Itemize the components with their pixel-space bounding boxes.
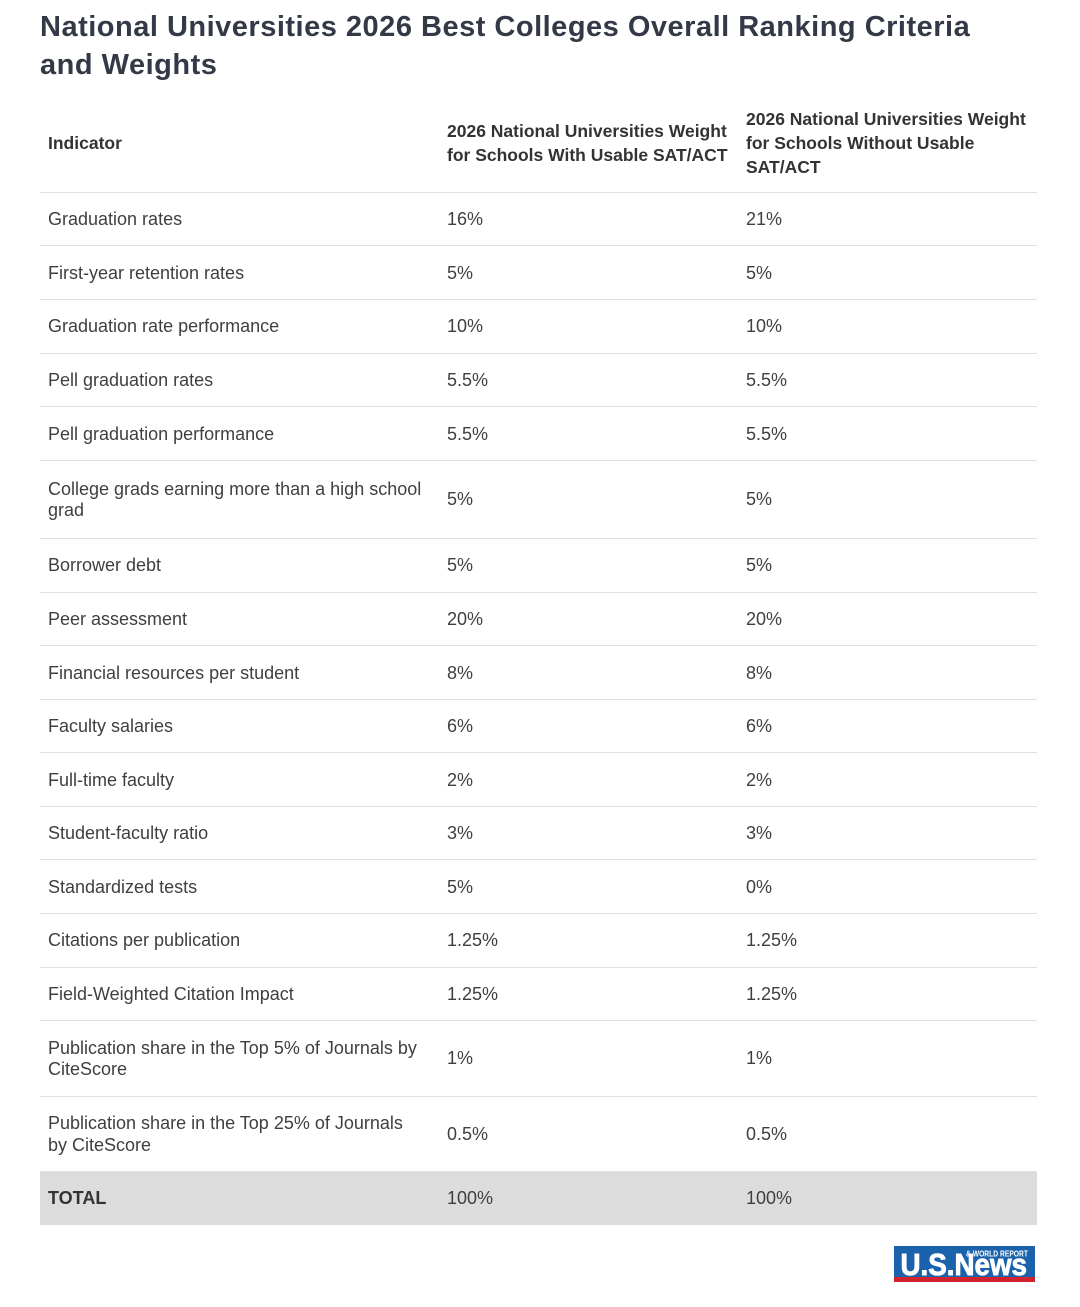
svg-text:U.S.News: U.S.News	[901, 1247, 1028, 1282]
svg-text:& WORLD REPORT: & WORLD REPORT	[966, 1248, 1028, 1258]
